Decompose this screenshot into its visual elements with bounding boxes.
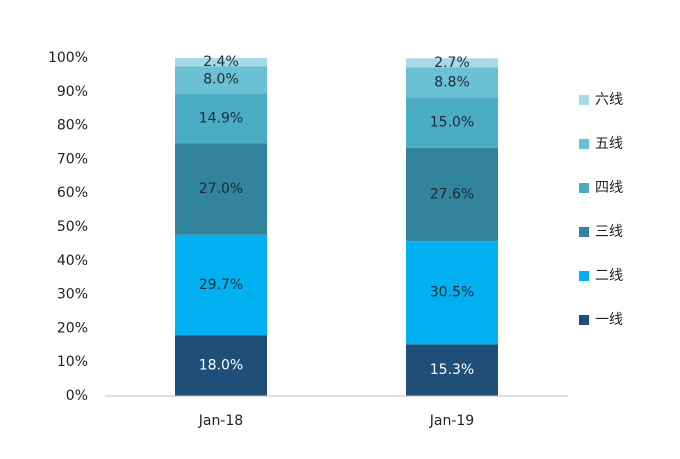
legend-swatch — [579, 95, 589, 105]
y-tick-label: 80% — [57, 118, 88, 134]
bar-segment — [406, 67, 498, 98]
legend-label: 三线 — [595, 224, 623, 240]
bar-segment — [175, 234, 267, 336]
data-label: 27.6% — [430, 187, 474, 203]
bar-segment — [406, 241, 498, 345]
bar-segment — [175, 66, 267, 94]
y-tick-label: 60% — [57, 185, 88, 201]
legend-swatch — [579, 227, 589, 237]
legend-label: 四线 — [595, 180, 623, 196]
data-label: 30.5% — [430, 285, 474, 301]
bar-segment — [175, 93, 267, 144]
legend-label: 二线 — [595, 268, 623, 284]
bar-segment — [406, 97, 498, 148]
legend-swatch — [579, 183, 589, 193]
y-tick-label: 0% — [66, 388, 88, 404]
bar-segment — [406, 58, 498, 68]
legend-label: 六线 — [595, 92, 623, 108]
legend-swatch — [579, 315, 589, 325]
y-tick-label: 70% — [57, 151, 88, 167]
x-tick-label: Jan-18 — [198, 413, 243, 429]
y-tick-label: 20% — [57, 320, 88, 336]
bar-segment — [175, 335, 267, 396]
legend-swatch — [579, 139, 589, 149]
bar-segment — [406, 344, 498, 396]
data-label: 2.7% — [434, 55, 470, 71]
y-tick-label: 40% — [57, 253, 88, 269]
data-label: 29.7% — [199, 277, 243, 293]
legend-label: 五线 — [595, 136, 623, 152]
bar-segment — [406, 147, 498, 242]
y-tick-label: 100% — [48, 50, 88, 66]
bar-segment — [175, 58, 267, 67]
legend-label: 一线 — [595, 312, 623, 328]
data-label: 18.0% — [199, 358, 243, 374]
y-tick-label: 50% — [57, 219, 88, 235]
data-label: 8.8% — [434, 74, 470, 90]
data-label: 14.9% — [199, 110, 243, 126]
data-label: 15.0% — [430, 115, 474, 131]
data-label: 27.0% — [199, 181, 243, 197]
x-tick-label: Jan-19 — [429, 413, 474, 429]
y-tick-label: 30% — [57, 287, 88, 303]
y-tick-label: 90% — [57, 84, 88, 100]
data-label: 2.4% — [203, 54, 239, 70]
y-tick-label: 10% — [57, 354, 88, 370]
data-label: 15.3% — [430, 362, 474, 378]
legend-swatch — [579, 271, 589, 281]
bar-segment — [175, 143, 267, 235]
data-label: 8.0% — [203, 72, 239, 88]
